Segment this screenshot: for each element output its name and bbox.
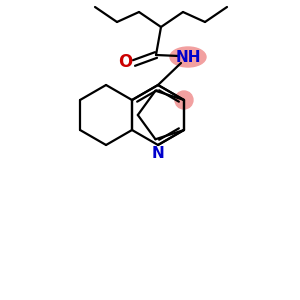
Circle shape <box>175 91 193 109</box>
Text: N: N <box>152 146 164 161</box>
Text: O: O <box>118 53 132 71</box>
Ellipse shape <box>170 47 206 67</box>
Text: NH: NH <box>175 50 201 64</box>
